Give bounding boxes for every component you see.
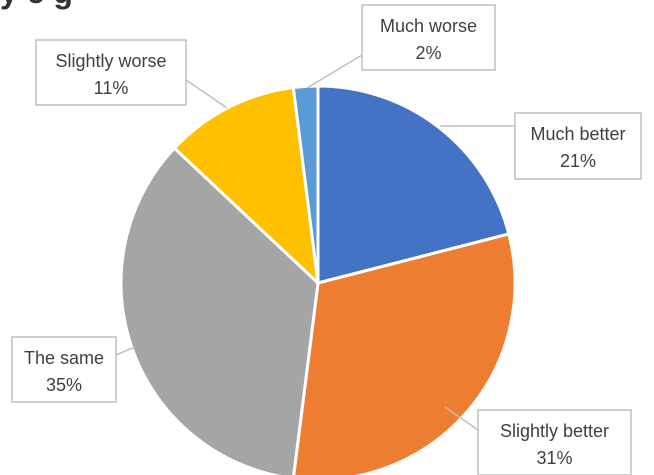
data-label-much-better: Much better 21% [440,112,642,180]
slice-category-label: Slightly worse [55,51,166,71]
callout-box [11,336,117,403]
callout-box [35,39,187,106]
slice-category-label: The same [24,348,104,368]
pie-slice-slightly-better [292,232,517,475]
chart-title-fragment: y c g [0,0,73,11]
slice-percent-label: 35% [46,375,82,395]
slice-percent-label: 21% [560,151,596,171]
data-label-slightly-worse: Slightly worse 11% [35,39,228,109]
leader-line [444,406,479,431]
pie-slice-much-better [316,84,511,285]
data-label-the-same: The same 35% [11,336,136,403]
callout-box [361,4,496,71]
slice-category-label: Much worse [380,16,477,36]
data-label-much-worse: Much worse 2% [306,4,496,89]
pie-slice-the-same [119,146,320,475]
data-label-slightly-better: Slightly better 31% [444,406,632,475]
slice-percent-label: 11% [94,78,129,98]
leader-line [115,346,136,356]
pie-slice-slightly-worse [172,86,320,285]
slice-percent-label: 31% [536,448,572,468]
slice-category-label: Slightly better [500,421,609,441]
pie-slice-much-worse [291,84,320,285]
slice-category-label: Much better [530,124,625,144]
callout-box [514,112,642,180]
leader-line [185,79,228,109]
leader-line [306,54,363,89]
callout-box [477,409,632,475]
slice-percent-label: 2% [415,43,441,63]
